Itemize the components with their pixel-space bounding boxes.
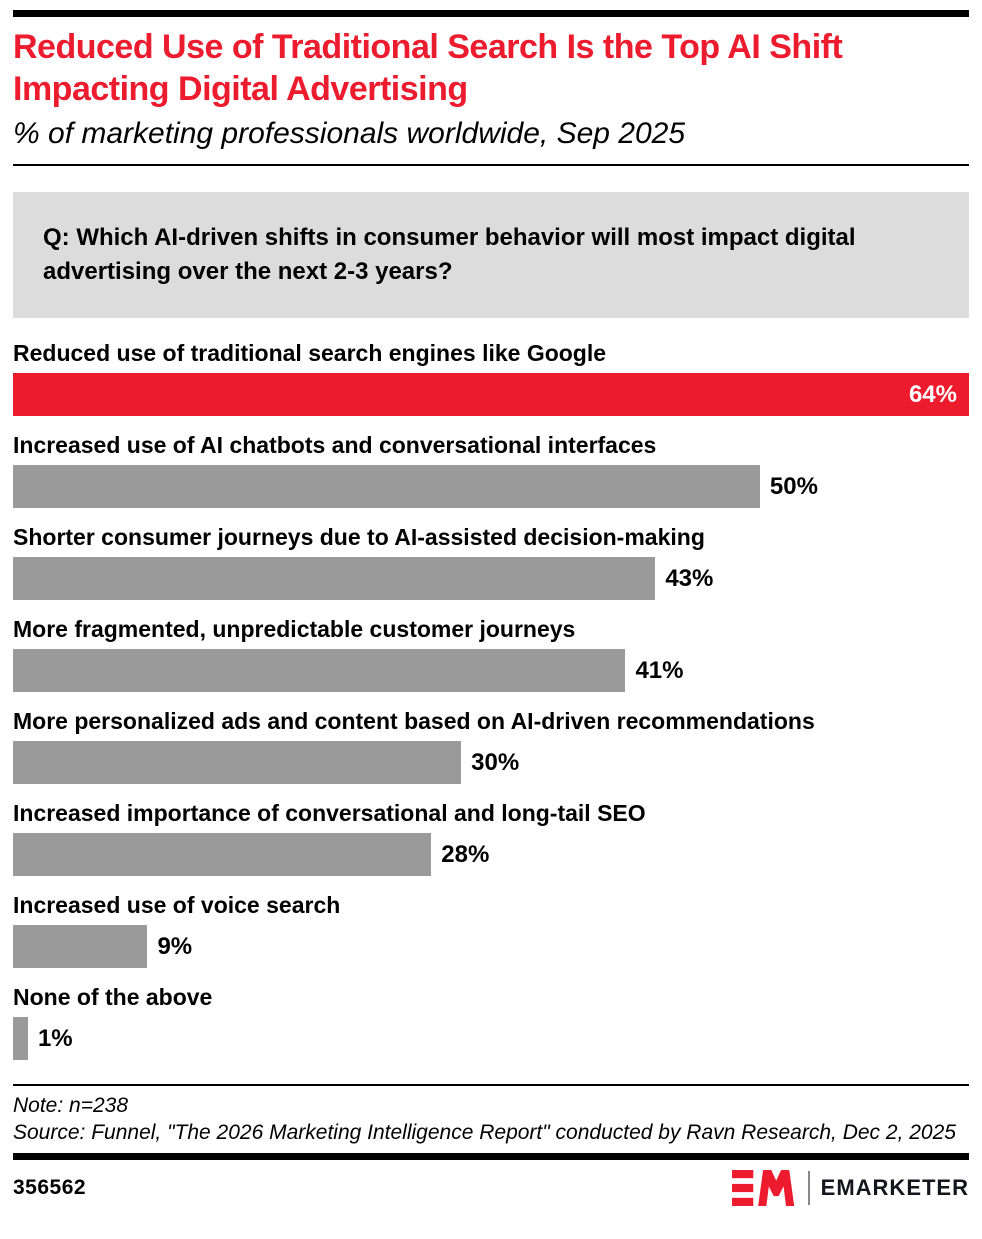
bar xyxy=(13,925,148,969)
bar-track: 1% xyxy=(13,1017,969,1061)
bar-category-label: Increased use of AI chatbots and convers… xyxy=(13,432,657,459)
footnotes: Note: n=238 Source: Funnel, "The 2026 Ma… xyxy=(13,1093,969,1147)
bar-value-label: 9% xyxy=(157,932,193,960)
bar-row: Reduced use of traditional search engine… xyxy=(13,339,969,417)
bar-value-label: 43% xyxy=(665,564,714,592)
source-text: Source: Funnel, "The 2026 Marketing Inte… xyxy=(13,1121,956,1145)
brand-name: EMARKETER xyxy=(820,1175,969,1201)
bar-value-label: 28% xyxy=(441,840,490,868)
bar-category-label: Increased use of voice search xyxy=(13,892,341,919)
note-text: Note: n=238 xyxy=(13,1094,129,1118)
bar-track: 9% xyxy=(13,925,969,969)
top-rule xyxy=(13,10,969,17)
chart-id: 356562 xyxy=(13,1176,87,1200)
bar-track: 50% xyxy=(13,465,969,509)
bar xyxy=(13,741,462,785)
bar-category-label: Increased importance of conversational a… xyxy=(13,800,646,827)
footer-divider xyxy=(13,1153,969,1161)
bar-value-label: 41% xyxy=(635,656,684,684)
bar-track: 30% xyxy=(13,741,969,785)
emarketer-logo: EMARKETER xyxy=(731,1170,969,1207)
bar-value-label: 30% xyxy=(471,748,520,776)
bar-track: 43% xyxy=(13,557,969,601)
page-subtitle: % of marketing professionals worldwide, … xyxy=(13,117,686,151)
bar-row: Increased use of AI chatbots and convers… xyxy=(13,431,969,509)
bar xyxy=(13,1017,28,1061)
bar-track: 41% xyxy=(13,649,969,693)
bar xyxy=(13,557,656,601)
bar-row: Increased importance of conversational a… xyxy=(13,799,969,877)
bar xyxy=(13,465,760,509)
bar-value-label: 50% xyxy=(769,472,818,500)
bar-value-label: 1% xyxy=(37,1024,73,1052)
bar xyxy=(13,833,432,877)
bar-category-label: More fragmented, unpredictable customer … xyxy=(13,616,576,643)
bar-chart: Reduced use of traditional search engine… xyxy=(13,339,969,1061)
header-divider xyxy=(13,164,969,167)
bar-track: 28% xyxy=(13,833,969,877)
bar-category-label: More personalized ads and content based … xyxy=(13,708,815,735)
bar: 64% xyxy=(13,373,969,417)
bar-row: More fragmented, unpredictable customer … xyxy=(13,615,969,693)
bar-row: None of the above 1% xyxy=(13,983,969,1061)
bar-row: Shorter consumer journeys due to AI-assi… xyxy=(13,523,969,601)
bar-row: Increased use of voice search 9% xyxy=(13,891,969,969)
bar-track: 64% xyxy=(13,373,969,417)
question-box: Q: Which AI-driven shifts in consumer be… xyxy=(13,192,969,319)
bar-value-label: 64% xyxy=(908,380,957,408)
bar-row: More personalized ads and content based … xyxy=(13,707,969,785)
question-text: Q: Which AI-driven shifts in consumer be… xyxy=(43,224,856,286)
bar-category-label: Reduced use of traditional search engine… xyxy=(13,340,607,367)
em-logo-icon xyxy=(731,1170,795,1207)
bar-category-label: None of the above xyxy=(13,984,213,1011)
bar xyxy=(13,649,626,693)
footer: 356562 EMARKETER xyxy=(13,1168,969,1208)
logo-divider xyxy=(807,1171,810,1206)
bar-category-label: Shorter consumer journeys due to AI-assi… xyxy=(13,524,705,551)
page-title: Reduced Use of Traditional Search Is the… xyxy=(13,28,843,109)
note-divider xyxy=(13,1084,969,1087)
